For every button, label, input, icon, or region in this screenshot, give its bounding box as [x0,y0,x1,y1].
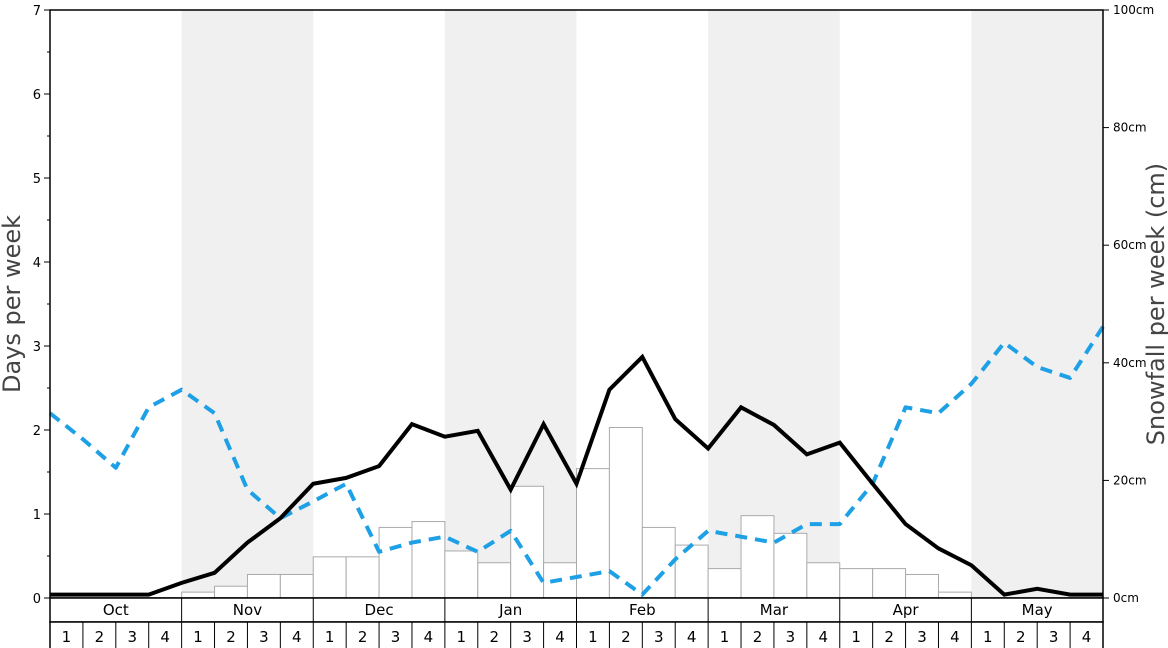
week-label: 4 [950,628,960,646]
week-label: 1 [720,628,730,646]
right-tick-label: 80cm [1113,121,1147,135]
week-label: 2 [621,628,631,646]
right-y-axis: 0cm 20cm 40cm 60cm 80cm 100cm [1103,3,1154,605]
left-tick-label: 6 [33,88,41,103]
month-band-mar [708,10,840,598]
snowfall-bar [411,521,446,599]
month-label: May [1022,601,1053,619]
week-label: 1 [193,628,203,646]
week-label: 1 [62,628,72,646]
week-label: 3 [127,628,137,646]
week-label: 3 [391,628,401,646]
week-label: 3 [1049,628,1059,646]
week-label: 2 [226,628,236,646]
snowfall-bar [214,585,248,599]
week-label: 4 [424,628,434,646]
week-label: 1 [457,628,467,646]
week-label: 2 [95,628,105,646]
week-label-row: 1 2 3 4 1 2 3 4 1 2 3 4 1 2 3 4 1 2 3 4 1 2 3 4 1 2 3 4 1 2 3 4 [49,621,1104,648]
month-label: Feb [629,601,656,619]
month-label: Mar [760,601,789,619]
week-label: 4 [160,628,170,646]
month-label: Jan [498,601,522,619]
snowfall-bar [872,568,907,599]
snowfall-bar [674,544,709,599]
right-tick-label: 100cm [1113,3,1154,17]
left-tick-label: 3 [33,340,41,355]
snowfall-bar [740,515,775,599]
right-tick-label: 0cm [1113,591,1139,605]
snowfall-bar [378,526,413,599]
week-label: 1 [325,628,335,646]
week-label: 2 [489,628,499,646]
month-label: Apr [893,601,920,619]
snowfall-bar [806,562,841,599]
week-label: 2 [753,628,763,646]
snowfall-bar [773,532,808,599]
week-label: 4 [1082,628,1092,646]
week-label: 3 [786,628,796,646]
snowfall-bar [576,468,610,599]
month-label: Nov [233,601,262,619]
left-tick-label: 0 [33,592,41,607]
snowfall-bars [181,426,972,599]
right-tick-label: 60cm [1113,238,1147,252]
month-shading [181,10,1103,598]
snowfall-bar [444,550,479,599]
series-lines [48,325,1105,597]
left-tick-label: 2 [33,424,41,439]
left-axis-title: Days per week [0,215,26,393]
snowfall-bar [246,573,281,599]
snowfall-bar [312,556,347,599]
week-label: 2 [358,628,368,646]
month-label-row: Oct Nov Dec Jan Feb Mar Apr May [49,597,1104,623]
week-label: 1 [983,628,993,646]
week-label: 3 [259,628,269,646]
left-y-axis: 0 1 2 3 4 5 6 7 [33,4,50,607]
left-tick-label: 1 [33,508,41,523]
week-label: 4 [292,628,302,646]
snowfall-bar [181,591,216,599]
snowfall-bar [905,573,939,599]
week-label: 1 [588,628,598,646]
snowfall-bar [707,568,742,599]
week-label: 3 [917,628,927,646]
snowfall-bar [937,591,972,599]
snowfall-bar [345,556,380,599]
month-band-may [971,10,1103,598]
right-tick-label: 20cm [1113,473,1147,487]
right-tick-label: 40cm [1113,356,1147,370]
right-axis-title: Snowfall per week (cm) [1142,163,1168,445]
week-label: 4 [687,628,697,646]
snowfall-bar [839,568,874,599]
week-label: 3 [522,628,532,646]
week-label: 1 [851,628,861,646]
week-label: 2 [884,628,894,646]
left-tick-label: 5 [33,172,41,187]
snow-days-line [50,353,1103,597]
week-label: 4 [555,628,565,646]
blue-dashed-line [48,325,1105,597]
snowfall-bar [608,426,643,599]
left-tick-label: 4 [33,256,41,271]
month-band-nov [181,10,314,598]
week-label: 4 [819,628,829,646]
month-label: Oct [103,601,129,619]
month-label: Dec [365,601,394,619]
week-label: 3 [654,628,664,646]
snowfall-bar [477,562,512,599]
snowfall-bar [279,573,314,599]
week-label: 2 [1016,628,1026,646]
left-tick-label: 7 [33,4,41,19]
